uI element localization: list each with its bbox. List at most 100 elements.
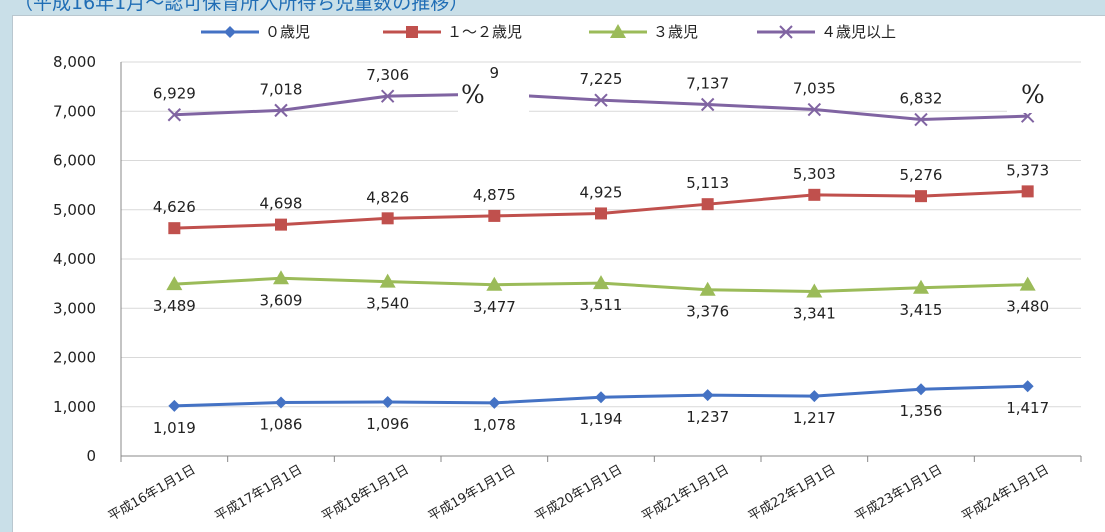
series-3-point [167, 108, 182, 122]
series-0-point [595, 391, 607, 404]
series-3-data-label: 7,137 [686, 75, 729, 93]
series-1-point [488, 209, 501, 222]
series-1-point [275, 218, 287, 231]
series-3-point [274, 103, 288, 118]
series-1-data-label: 4,925 [580, 183, 623, 201]
overlay-mark-1-text: % [461, 80, 485, 109]
x-tick-label: 平成22年1月1日 [746, 462, 838, 524]
legend-marker-1 [406, 26, 418, 38]
series-2-data-label: 3,376 [686, 303, 729, 321]
series-3-point [914, 112, 928, 127]
series-3-data-label: 7,035 [793, 80, 836, 98]
series-3-data-label: 7,306 [366, 66, 409, 84]
series-0-data-label: 1,417 [1006, 399, 1049, 417]
series-2-data-label: 3,489 [153, 297, 196, 315]
series-2-data-label: 3,511 [580, 296, 623, 314]
legend-label-3: ４歳児以上 [821, 23, 896, 41]
series-3-point [594, 93, 608, 107]
series-0-point [1021, 380, 1034, 393]
overlay-mark-1: % [458, 81, 529, 113]
y-tick-label: 1,000 [53, 398, 96, 416]
series-1-point [808, 188, 821, 201]
series-2-point [1019, 276, 1036, 291]
x-tick-label: 平成24年1月1日 [959, 462, 1051, 524]
series-2-data-label: 3,609 [260, 291, 303, 309]
series-3-data-label: 7,018 [260, 80, 303, 98]
series-2-data-label: 3,341 [793, 304, 836, 322]
x-tick-label: 平成17年1月1日 [213, 462, 305, 524]
overlay-mark-2-text: % [1021, 80, 1045, 109]
series-3-point [700, 97, 715, 112]
series-3-data-label: 6,832 [900, 90, 943, 108]
series-0-point [381, 396, 394, 409]
legend-label-0: ０歳児 [265, 23, 310, 41]
series-1-data-label: 5,373 [1006, 161, 1049, 179]
series-3-point [380, 89, 395, 103]
y-tick-label: 2,000 [53, 349, 96, 367]
series-0-point [168, 399, 181, 412]
series-0-point [808, 390, 821, 403]
series-1-point [168, 222, 181, 235]
y-tick-label: 3,000 [53, 299, 96, 317]
series-3-data-label: 9 [490, 64, 500, 82]
legend-label-2: ３歳児 [653, 23, 698, 41]
series-0-data-label: 1,356 [900, 402, 943, 420]
series-0-data-label: 1,237 [686, 408, 729, 426]
x-tick-label: 平成20年1月1日 [533, 462, 625, 524]
series-2-point [379, 273, 396, 288]
series-1-data-label: 5,276 [900, 166, 943, 184]
series-0-data-label: 1,086 [260, 416, 303, 434]
x-tick-label: 平成18年1月1日 [319, 462, 411, 524]
series-0-data-label: 1,078 [473, 416, 516, 434]
series-2-point [699, 281, 716, 296]
series-0-data-label: 1,194 [580, 410, 623, 428]
legend-marker-2 [610, 24, 626, 38]
series-2-point [486, 276, 503, 291]
series-1-data-label: 4,698 [260, 195, 303, 213]
x-tick-label: 平成23年1月1日 [853, 462, 945, 524]
series-0-data-label: 1,019 [153, 419, 196, 437]
series-2-point [166, 276, 183, 291]
y-tick-label: 7,000 [53, 102, 96, 120]
series-1-point [915, 190, 927, 203]
x-tick-label: 平成19年1月1日 [426, 462, 518, 524]
overlay-mark-2: % [1007, 81, 1091, 113]
series-0-point [275, 396, 287, 409]
series-0-point [701, 389, 714, 402]
series-2-point [593, 275, 609, 290]
y-tick-label: 4,000 [53, 250, 96, 268]
y-tick-label: 6,000 [53, 152, 96, 170]
x-tick-label: 平成16年1月1日 [106, 462, 198, 524]
series-0-data-label: 1,217 [793, 409, 836, 427]
series-1-data-label: 5,303 [793, 165, 836, 183]
series-1-data-label: 4,626 [153, 198, 196, 216]
series-1-data-label: 4,826 [366, 188, 409, 206]
legend-marker-0 [224, 26, 236, 38]
chart-caption: （平成16年1月～認可保育所入所待ち児童数の推移） [14, 0, 469, 14]
series-3-data-label: 6,929 [153, 85, 196, 103]
line-chart: 0 1,000 2,000 3,000 4,000 5,000 6,000 7,000 8,00… [53, 23, 1082, 525]
series-1-point [1021, 185, 1034, 198]
series-3-data-label: 7,225 [580, 70, 623, 88]
series-0-point [915, 383, 927, 396]
series-3-point [807, 102, 822, 117]
series-1-point [701, 198, 714, 211]
series-1-point [595, 207, 607, 220]
series-2-data-label: 3,415 [900, 301, 943, 319]
series-2-point [913, 279, 929, 294]
series-0-point [488, 396, 501, 409]
y-tick-label: 0 [86, 447, 96, 465]
series-2-data-label: 3,477 [473, 298, 516, 316]
legend-marker-3 [779, 25, 793, 39]
series-2-data-label: 3,480 [1006, 298, 1049, 316]
x-tick-label: 平成21年1月1日 [639, 462, 731, 524]
series-1-data-label: 5,113 [686, 174, 729, 192]
series-0-data-label: 1,096 [366, 415, 409, 433]
series-2-point [806, 283, 823, 298]
series-1-data-label: 4,875 [473, 186, 516, 204]
series-1-point [381, 212, 394, 225]
legend-label-1: １～２歳児 [447, 23, 522, 41]
y-tick-label: 5,000 [53, 201, 96, 219]
series-2-point [273, 270, 289, 285]
series-2-data-label: 3,540 [366, 295, 409, 313]
